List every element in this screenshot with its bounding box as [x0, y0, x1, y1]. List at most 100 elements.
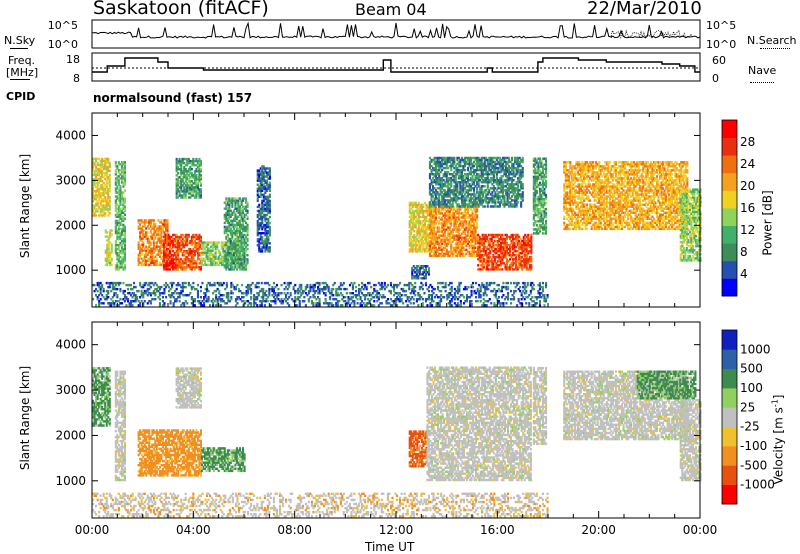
- power-cell: [262, 203, 265, 207]
- power-cell: [199, 174, 202, 177]
- power-cell: [123, 175, 126, 178]
- power-cell: [484, 254, 487, 257]
- power-cell: [237, 207, 240, 210]
- power-cell: [116, 264, 119, 267]
- power-cell: [505, 268, 508, 271]
- power-cell: [477, 258, 480, 261]
- power-cell: [184, 178, 187, 181]
- power-cell: [494, 156, 497, 160]
- power-cell: [198, 174, 201, 177]
- power-cell: [262, 244, 265, 247]
- power-cell: [123, 171, 126, 174]
- power-cell: [120, 197, 123, 200]
- power-cell: [520, 181, 523, 184]
- power-cell: [485, 156, 488, 160]
- power-cell: [234, 247, 237, 251]
- power-cell: [142, 245, 145, 248]
- power-cell: [473, 206, 476, 209]
- power-cell: [430, 230, 433, 233]
- power-cell: [246, 239, 249, 243]
- power-cell: [444, 254, 447, 258]
- power-cell: [465, 185, 468, 188]
- power-cell: [465, 236, 468, 239]
- power-cell: [229, 258, 232, 261]
- power-cell: [528, 256, 531, 259]
- power-cell: [537, 167, 540, 170]
- power-cell: [226, 235, 229, 239]
- power-cell: [105, 167, 108, 171]
- power-cell: [501, 193, 504, 196]
- power-cell: [116, 223, 119, 227]
- power-cell: [192, 256, 195, 259]
- power-cell: [441, 156, 444, 160]
- power-cell: [256, 187, 259, 190]
- power-cell: [433, 179, 436, 182]
- power-cell: [462, 166, 465, 170]
- power-cell: [177, 196, 180, 199]
- power-cell: [504, 185, 507, 188]
- power-cell: [528, 250, 531, 253]
- power-cell: [456, 212, 459, 215]
- power-cell: [483, 199, 486, 202]
- power-cell: [242, 205, 245, 208]
- power-cell: [527, 241, 530, 245]
- power-cell: [117, 254, 120, 257]
- power-cell: [202, 263, 205, 267]
- power-cell: [122, 219, 125, 223]
- power-cell: [123, 256, 126, 259]
- power-cell: [532, 193, 535, 197]
- power-cell: [149, 247, 152, 250]
- power-cell: [264, 203, 267, 207]
- power-cell: [184, 250, 187, 253]
- power-cell: [259, 213, 262, 217]
- power-cell: [538, 181, 541, 185]
- power-cell: [219, 259, 222, 262]
- power-cell: [228, 245, 231, 249]
- power-cell: [505, 245, 508, 249]
- power-cell: [460, 199, 463, 202]
- power-cell: [205, 243, 208, 246]
- power-cell: [474, 242, 477, 245]
- power-cell: [117, 209, 120, 212]
- power-cell: [192, 190, 195, 193]
- power-cell: [498, 170, 501, 174]
- power-cell: [436, 164, 439, 168]
- power-cell: [231, 250, 234, 253]
- power-cell: [528, 266, 531, 269]
- power-cell: [414, 248, 417, 251]
- power-cell: [480, 156, 483, 160]
- power-cell: [538, 220, 541, 223]
- power-cell: [192, 194, 195, 197]
- power-cell: [105, 202, 108, 205]
- power-cell: [468, 246, 471, 249]
- power-cell: [265, 183, 268, 186]
- power-cell: [256, 215, 259, 219]
- power-cell: [509, 173, 512, 176]
- power-cell: [205, 249, 208, 252]
- power-cell: [92, 181, 95, 185]
- power-cell: [433, 226, 436, 229]
- power-cell: [474, 228, 477, 231]
- power-cell: [261, 225, 264, 229]
- power-cell: [462, 254, 465, 258]
- power-cell: [447, 238, 450, 241]
- power-cell: [108, 163, 111, 167]
- power-cell: [522, 260, 525, 263]
- power-cell: [122, 256, 125, 259]
- power-cell: [200, 261, 203, 264]
- power-cell: [107, 177, 110, 181]
- power-cell: [102, 167, 105, 171]
- power-cell: [198, 262, 201, 265]
- power-cell: [476, 216, 479, 219]
- power-cell: [504, 201, 507, 204]
- power-cell: [532, 199, 535, 203]
- power-cell: [428, 166, 431, 170]
- power-cell: [259, 191, 262, 194]
- power-cell: [164, 233, 167, 237]
- power-cell: [258, 228, 261, 231]
- power-cell: [428, 187, 431, 190]
- power-cell: [441, 238, 444, 241]
- power-cell: [259, 171, 262, 174]
- power-cell: [157, 237, 160, 240]
- power-cell: [225, 205, 228, 208]
